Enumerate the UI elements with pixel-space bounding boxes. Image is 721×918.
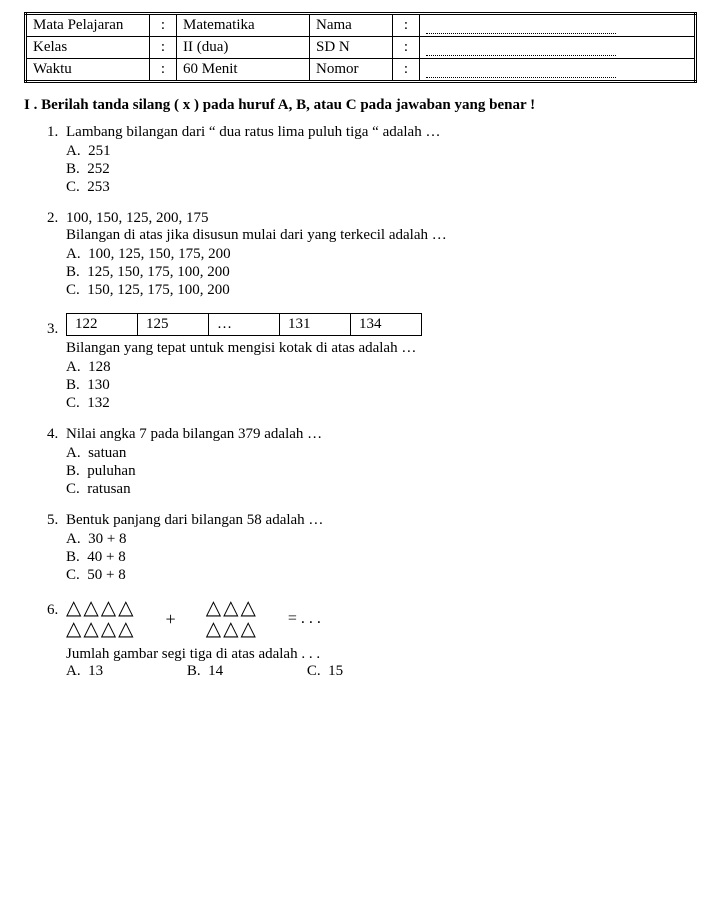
hdr-r-label: Nama xyxy=(310,14,393,37)
q3-cell: 131 xyxy=(280,314,351,336)
q6-eq: = . . . xyxy=(288,610,321,628)
question-list: Lambang bilangan dari “ dua ratus lima p… xyxy=(24,124,697,680)
q6-opt-c: C. 15 xyxy=(307,663,383,680)
q4-opt-b: B. puluhan xyxy=(66,463,697,480)
q6-right-group: △△△ △△△ xyxy=(206,598,258,640)
blank-line xyxy=(426,65,616,78)
hdr-r-blank xyxy=(420,14,696,37)
hdr-colon: : xyxy=(393,37,420,59)
exam-header-table: Mata Pelajaran : Matematika Nama : Kelas… xyxy=(24,12,697,83)
q5-options: A. 30 + 8 B. 40 + 8 C. 50 + 8 xyxy=(66,531,697,584)
hdr-l-val: II (dua) xyxy=(177,37,310,59)
q3-opt-b: B. 130 xyxy=(66,377,697,394)
q3-cell: 125 xyxy=(138,314,209,336)
q6-right-top: △△△ xyxy=(206,598,258,619)
q3-cell: 134 xyxy=(351,314,422,336)
blank-line xyxy=(426,43,616,56)
hdr-l-val: Matematika xyxy=(177,14,310,37)
q4-opt-c-val: ratusan xyxy=(87,481,130,497)
q2-opt-a: A. 100, 125, 150, 175, 200 xyxy=(66,246,697,263)
hdr-r-label: Nomor xyxy=(310,59,393,82)
q6-left-group: △△△△ △△△△ xyxy=(66,598,136,640)
section-title: I . Berilah tanda silang ( x ) pada huru… xyxy=(24,97,697,114)
q6-plus: + xyxy=(166,609,176,630)
q5-opt-c: C. 50 + 8 xyxy=(66,567,697,584)
q4-opt-a-val: satuan xyxy=(88,445,126,461)
hdr-colon: : xyxy=(393,59,420,82)
q6-opt-c-val: 15 xyxy=(328,663,343,680)
hdr-l-label: Waktu xyxy=(26,59,150,82)
q1-opt-a: A. 251 xyxy=(66,143,697,160)
q2-opt-b: B. 125, 150, 175, 100, 200 xyxy=(66,264,697,281)
q5-opt-b: B. 40 + 8 xyxy=(66,549,697,566)
question-6: △△△△ △△△△ + △△△ △△△ = . . . Jumlah gamba… xyxy=(62,598,697,680)
q5-opt-a: A. 30 + 8 xyxy=(66,531,697,548)
hdr-r-label: SD N xyxy=(310,37,393,59)
q2-opt-c-val: 150, 125, 175, 100, 200 xyxy=(87,282,230,298)
q4-opt-a: A. satuan xyxy=(66,445,697,462)
q2-opt-b-val: 125, 150, 175, 100, 200 xyxy=(87,264,230,280)
q2-line1: 100, 150, 125, 200, 175 xyxy=(66,210,697,227)
question-1: Lambang bilangan dari “ dua ratus lima p… xyxy=(62,124,697,196)
q6-opt-b-val: 14 xyxy=(208,663,223,680)
q1-opt-b: B. 252 xyxy=(66,161,697,178)
q2-options: A. 100, 125, 150, 175, 200 B. 125, 150, … xyxy=(66,246,697,299)
q6-after: Jumlah gambar segi tiga di atas adalah .… xyxy=(66,646,697,663)
q1-opt-c-val: 253 xyxy=(87,179,110,195)
hdr-l-label: Mata Pelajaran xyxy=(26,14,150,37)
q1-opt-b-val: 252 xyxy=(87,161,110,177)
hdr-colon: : xyxy=(150,37,177,59)
question-4: Nilai angka 7 pada bilangan 379 adalah …… xyxy=(62,426,697,498)
question-2: 100, 150, 125, 200, 175 Bilangan di atas… xyxy=(62,210,697,299)
q3-table: 122 125 … 131 134 xyxy=(66,313,422,336)
q6-left-bot: △△△△ xyxy=(66,619,136,640)
hdr-colon: : xyxy=(150,59,177,82)
q1-options: A. 251 B. 252 C. 253 xyxy=(66,143,697,196)
q1-opt-a-val: 251 xyxy=(88,143,111,159)
q4-opt-b-val: puluhan xyxy=(87,463,135,479)
q1-text: Lambang bilangan dari “ dua ratus lima p… xyxy=(66,124,697,141)
q3-cell: … xyxy=(209,314,280,336)
q6-opt-a-val: 13 xyxy=(88,663,103,680)
hdr-colon: : xyxy=(393,14,420,37)
q5-opt-a-val: 30 + 8 xyxy=(88,531,126,547)
q6-opt-a: A. 13 xyxy=(66,663,143,680)
q2-opt-c: C. 150, 125, 175, 100, 200 xyxy=(66,282,697,299)
q6-figure-row: △△△△ △△△△ + △△△ △△△ = . . . xyxy=(66,598,697,640)
question-3: 122 125 … 131 134 Bilangan yang tepat un… xyxy=(62,313,697,412)
hdr-r-blank xyxy=(420,37,696,59)
q4-text: Nilai angka 7 pada bilangan 379 adalah … xyxy=(66,426,697,443)
q3-opt-a: A. 128 xyxy=(66,359,697,376)
q5-text: Bentuk panjang dari bilangan 58 adalah … xyxy=(66,512,697,529)
hdr-colon: : xyxy=(150,14,177,37)
q4-options: A. satuan B. puluhan C. ratusan xyxy=(66,445,697,498)
q6-options: A. 13 B. 14 C. 15 xyxy=(66,663,697,680)
q3-opt-c-val: 132 xyxy=(87,395,110,411)
q6-opt-b: B. 14 xyxy=(187,663,263,680)
q3-opt-a-val: 128 xyxy=(88,359,111,375)
q6-right-bot: △△△ xyxy=(206,619,258,640)
hdr-l-label: Kelas xyxy=(26,37,150,59)
q6-left-top: △△△△ xyxy=(66,598,136,619)
question-5: Bentuk panjang dari bilangan 58 adalah …… xyxy=(62,512,697,584)
q5-opt-b-val: 40 + 8 xyxy=(87,549,125,565)
q2-opt-a-val: 100, 125, 150, 175, 200 xyxy=(88,246,231,262)
q3-options: A. 128 B. 130 C. 132 xyxy=(66,359,697,412)
hdr-r-blank xyxy=(420,59,696,82)
q3-cell: 122 xyxy=(67,314,138,336)
q4-opt-c: C. ratusan xyxy=(66,481,697,498)
q3-after: Bilangan yang tepat untuk mengisi kotak … xyxy=(66,340,697,357)
q3-opt-b-val: 130 xyxy=(87,377,110,393)
hdr-l-val: 60 Menit xyxy=(177,59,310,82)
q1-opt-c: C. 253 xyxy=(66,179,697,196)
q3-opt-c: C. 132 xyxy=(66,395,697,412)
blank-line xyxy=(426,21,616,34)
q5-opt-c-val: 50 + 8 xyxy=(87,567,125,583)
q2-line2: Bilangan di atas jika disusun mulai dari… xyxy=(66,227,697,244)
